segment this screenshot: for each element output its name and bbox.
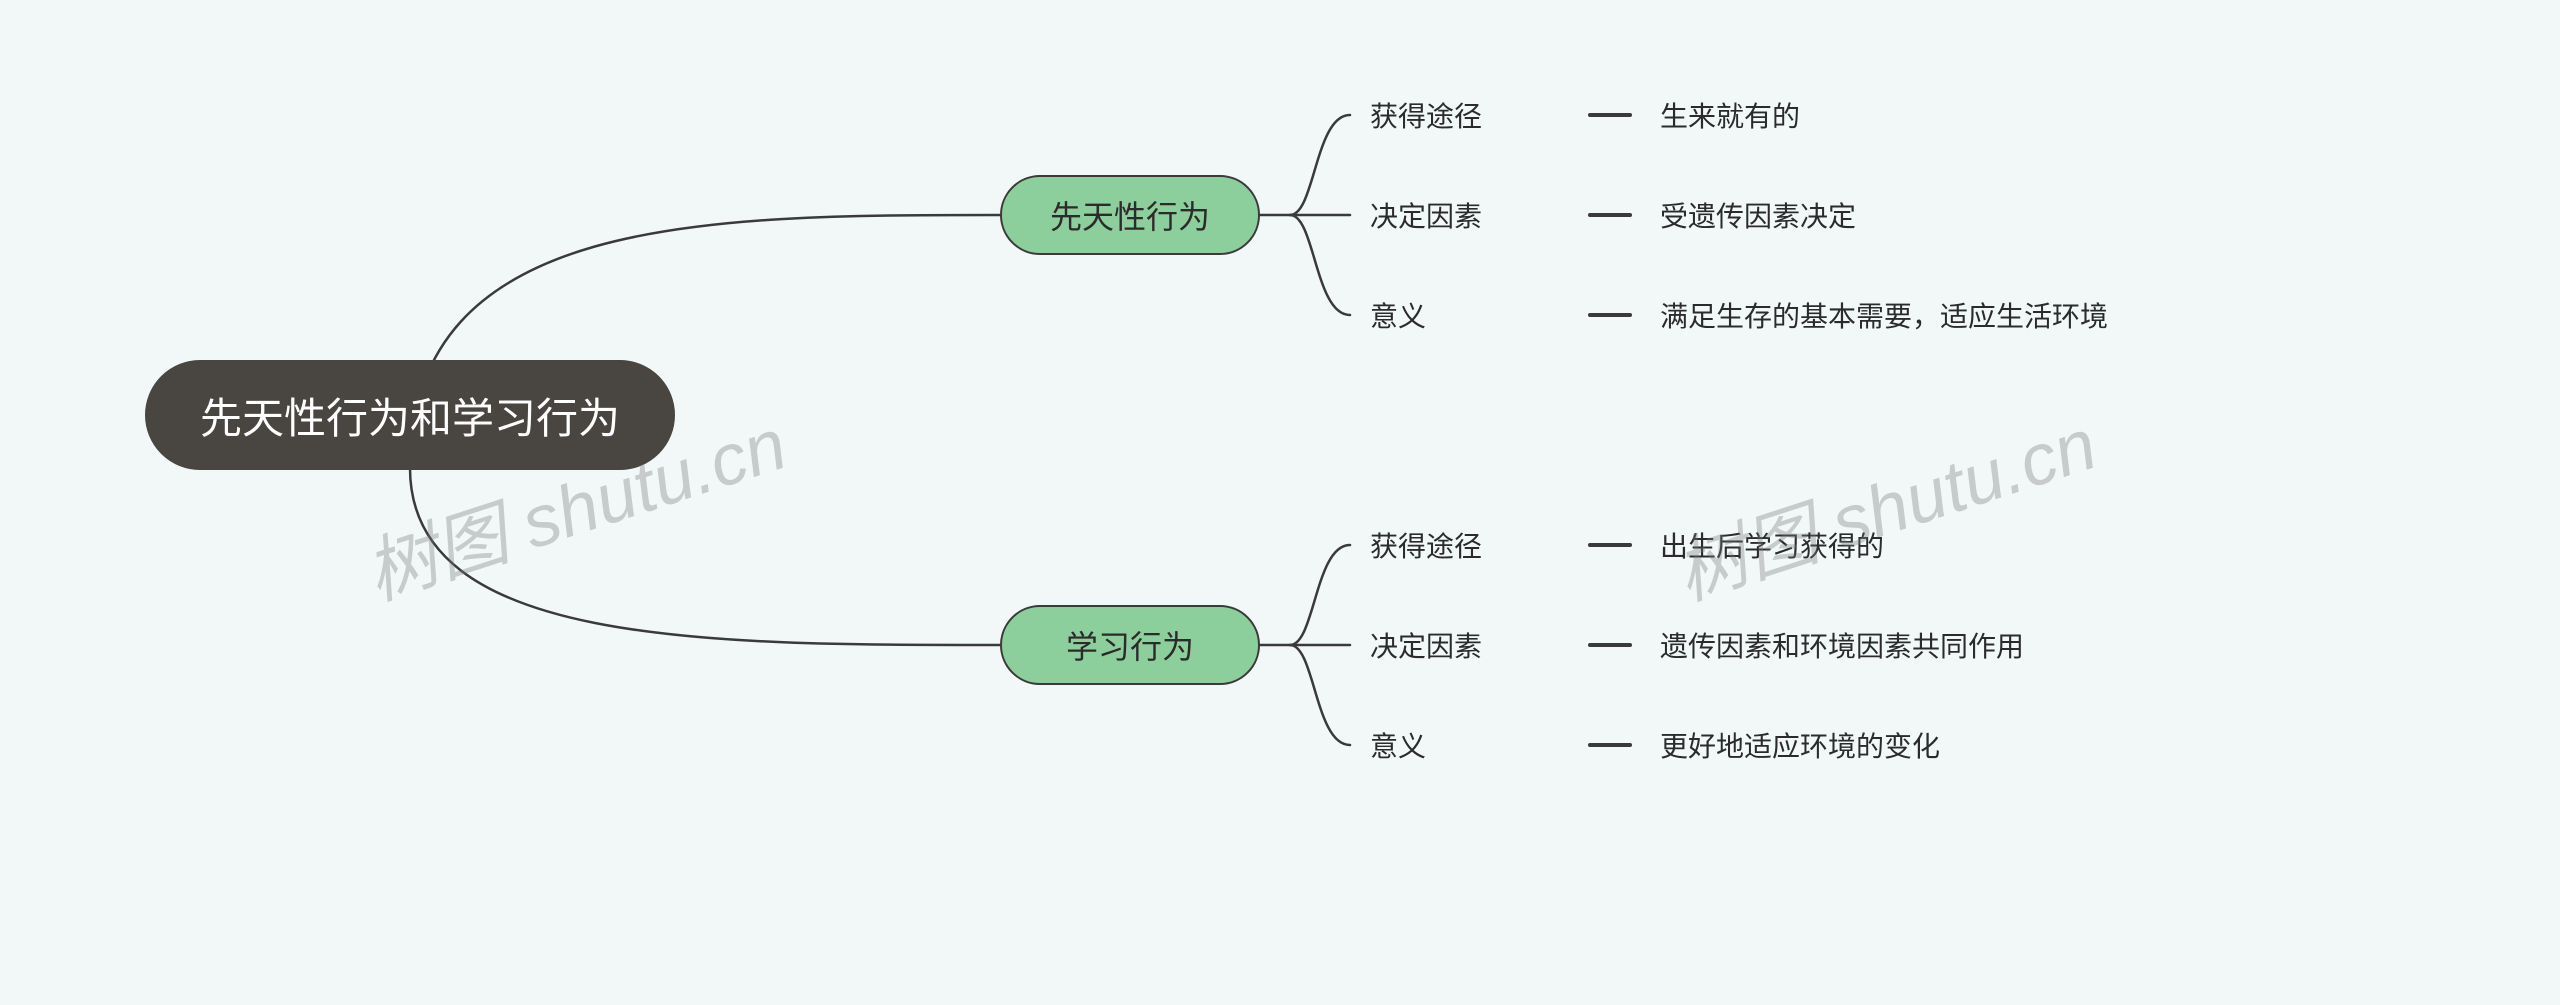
- watermark-1: 树图 shutu.cn: [1660, 385, 2107, 620]
- leaf-key-innate-0: 获得途径: [1370, 95, 1482, 135]
- leaf-value-learned-0: 出生后学习获得的: [1660, 525, 1884, 565]
- leaf-value-learned-2: 更好地适应环境的变化: [1660, 725, 1940, 765]
- mindmap-canvas: 先天性行为和学习行为先天性行为获得途径生来就有的决定因素受遗传因素决定意义满足生…: [0, 0, 2560, 1005]
- leaf-key-learned-1: 决定因素: [1370, 625, 1482, 665]
- leaf-value-innate-1: 受遗传因素决定: [1660, 195, 1856, 235]
- branch-node-learned: 学习行为: [1000, 605, 1260, 685]
- leaf-value-innate-0: 生来就有的: [1660, 95, 1800, 135]
- leaf-value-innate-2: 满足生存的基本需要，适应生活环境: [1660, 295, 2108, 335]
- leaf-key-learned-0: 获得途径: [1370, 525, 1482, 565]
- branch-node-innate: 先天性行为: [1000, 175, 1260, 255]
- leaf-key-innate-2: 意义: [1370, 295, 1426, 335]
- root-node: 先天性行为和学习行为: [145, 360, 675, 470]
- leaf-key-learned-2: 意义: [1370, 725, 1426, 765]
- leaf-key-innate-1: 决定因素: [1370, 195, 1482, 235]
- leaf-value-learned-1: 遗传因素和环境因素共同作用: [1660, 625, 2024, 665]
